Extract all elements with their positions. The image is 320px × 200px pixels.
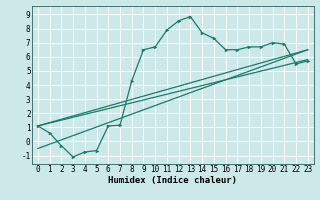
X-axis label: Humidex (Indice chaleur): Humidex (Indice chaleur) <box>108 176 237 185</box>
